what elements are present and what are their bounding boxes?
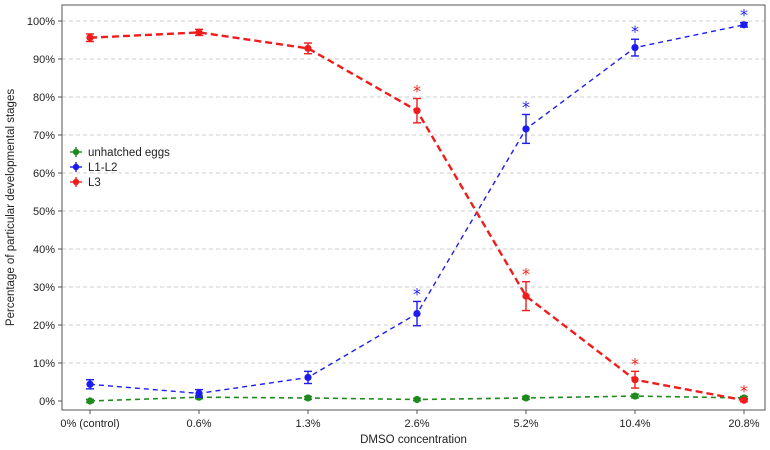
y-tick-label: 50% <box>33 206 55 218</box>
y-tick-label: 70% <box>33 130 55 142</box>
series-line <box>89 24 745 395</box>
x-tick-label: 0.6% <box>186 418 211 430</box>
y-tick-label: 30% <box>33 282 55 294</box>
data-point <box>304 394 312 402</box>
data-point <box>304 44 312 52</box>
x-tick-label: 5.2% <box>513 418 538 430</box>
y-tick-label: 100% <box>27 16 55 28</box>
x-axis-title: DMSO concentration <box>360 434 467 446</box>
data-point <box>413 395 421 404</box>
data-point <box>631 44 639 52</box>
y-tick-label: 10% <box>33 358 55 370</box>
legend-marker <box>72 163 80 171</box>
y-axis-title: Percentage of particular developmental s… <box>5 89 17 326</box>
y-tick-label: 20% <box>33 320 55 332</box>
x-tick-label: 1.3% <box>295 418 320 430</box>
legend-marker <box>72 148 80 156</box>
axes: 0% 10% 20% 30% 40% 50% 60% 70% 80% 90% 100% 0% (con… <box>27 4 766 430</box>
significance-marker: * <box>522 97 530 116</box>
x-tick-label: 2.6% <box>404 418 429 430</box>
gridlines <box>62 20 765 364</box>
series-lines: * * * * * * * * <box>86 6 748 405</box>
data-point <box>86 380 94 388</box>
data-point <box>522 292 530 300</box>
data-point <box>86 34 94 42</box>
significance-marker: * <box>740 6 748 25</box>
legend: unhatched eggs L1-L2 L3 <box>70 147 170 189</box>
y-tick-label: 60% <box>33 168 55 180</box>
legend-label: L3 <box>88 177 101 189</box>
data-point <box>195 28 203 36</box>
data-point <box>304 373 312 382</box>
legend-marker <box>72 178 80 186</box>
data-point <box>631 376 639 384</box>
legend-label: L1-L2 <box>88 162 117 174</box>
data-point <box>413 107 421 115</box>
y-tick-label: 0% <box>39 396 55 408</box>
significance-marker: * <box>413 82 421 101</box>
y-tick-label: 80% <box>33 92 55 104</box>
plot-frame <box>61 4 766 411</box>
y-tick-label: 90% <box>33 54 55 66</box>
significance-marker: * <box>631 354 639 373</box>
significance-marker: * <box>631 22 639 41</box>
data-point <box>195 389 203 397</box>
data-point <box>522 394 530 402</box>
data-point <box>522 125 530 133</box>
legend-label: unhatched eggs <box>88 147 170 159</box>
data-point <box>740 21 748 29</box>
data-point <box>740 396 748 404</box>
significance-marker: * <box>413 284 421 303</box>
x-tick-label: 20.8% <box>728 418 759 430</box>
x-tick-label: 10.4% <box>619 418 650 430</box>
data-point <box>86 397 94 405</box>
y-tick-label: 40% <box>33 244 55 256</box>
data-point <box>631 392 639 400</box>
x-tick-label: 0% (control) <box>60 418 119 430</box>
significance-marker: * <box>522 265 530 284</box>
data-point <box>413 310 421 318</box>
significance-marker: * <box>740 382 748 401</box>
